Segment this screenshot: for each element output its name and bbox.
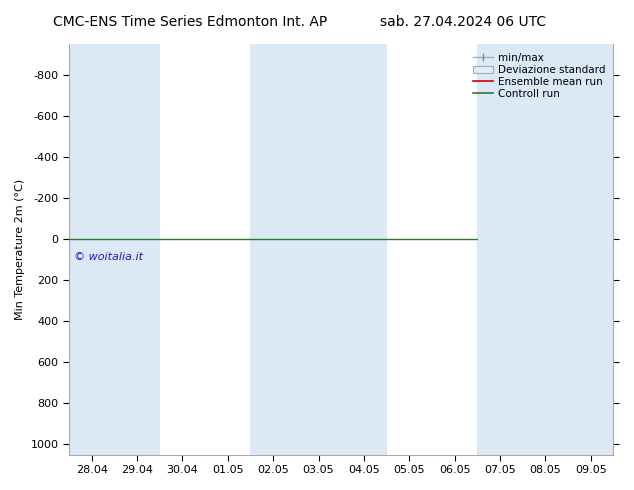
Y-axis label: Min Temperature 2m (°C): Min Temperature 2m (°C)	[15, 179, 25, 320]
Bar	[69, 45, 160, 455]
Legend: min/max, Deviazione standard, Ensemble mean run, Controll run: min/max, Deviazione standard, Ensemble m…	[470, 49, 608, 102]
Bar	[477, 45, 614, 455]
Text: CMC-ENS Time Series Edmonton Int. AP: CMC-ENS Time Series Edmonton Int. AP	[53, 15, 327, 29]
Text: sab. 27.04.2024 06 UTC: sab. 27.04.2024 06 UTC	[380, 15, 546, 29]
Bar	[250, 45, 387, 455]
Text: © woitalia.it: © woitalia.it	[74, 251, 143, 262]
